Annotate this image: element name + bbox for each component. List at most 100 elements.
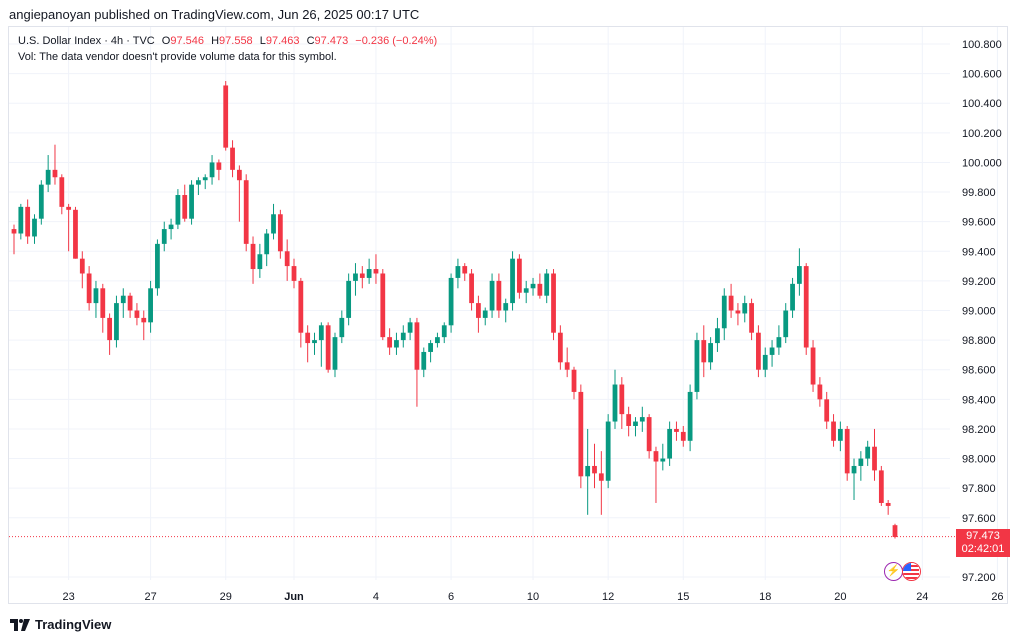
candle-body: [844, 428, 850, 474]
candle: [38, 180, 44, 225]
candle-body: [168, 224, 174, 230]
candle: [230, 140, 235, 178]
candle: [52, 144, 58, 185]
candle-body: [728, 295, 734, 311]
candle: [578, 384, 584, 489]
candle-body: [86, 273, 92, 304]
candle: [469, 269, 474, 311]
price-tick-label: 100.600: [962, 69, 1002, 81]
candle: [441, 322, 447, 344]
candle: [892, 523, 898, 539]
brand-name: TradingView: [35, 617, 112, 632]
candle: [114, 295, 119, 348]
candle: [257, 243, 263, 278]
candle-body: [721, 295, 727, 329]
time-tick-label: 26: [991, 591, 1003, 603]
candle: [769, 340, 775, 367]
candle-body: [585, 465, 591, 477]
candle-body: [298, 280, 304, 333]
candle: [380, 269, 386, 341]
legend-change: −0.236 (−0.24%): [355, 35, 438, 47]
price-tick-label: 98.000: [962, 454, 996, 466]
candle-body: [38, 184, 44, 219]
candle-body: [633, 421, 638, 426]
candle: [32, 214, 37, 244]
price-tick-label: 100.200: [962, 128, 1002, 140]
candle: [749, 298, 754, 341]
candle: [462, 263, 468, 281]
candle: [414, 317, 420, 407]
candle-body: [660, 458, 666, 462]
candle: [141, 310, 147, 341]
price-tick-label: 99.800: [962, 187, 996, 199]
candle: [796, 248, 802, 296]
candle-body: [114, 303, 119, 341]
candle-body: [523, 288, 529, 293]
candle-body: [387, 337, 393, 348]
candle-body: [824, 399, 830, 422]
candle: [107, 313, 113, 355]
candle-body: [45, 169, 51, 185]
candle-body: [373, 269, 379, 274]
candle-body: [482, 310, 488, 318]
time-tick-label: Jun: [284, 591, 304, 603]
candle-body: [837, 428, 843, 441]
candle-body: [148, 288, 153, 323]
candle-body: [544, 273, 550, 296]
candle: [79, 251, 85, 289]
candle: [557, 325, 563, 370]
candle-body: [619, 384, 625, 415]
candle-body: [380, 273, 386, 338]
candle-body: [530, 283, 536, 289]
candle-body: [59, 177, 65, 207]
candle-body: [646, 417, 652, 452]
candle: [318, 322, 324, 367]
tradingview-logo[interactable]: TradingView: [10, 617, 111, 632]
candle-body: [257, 254, 263, 270]
candle: [353, 263, 358, 296]
candle-body: [435, 337, 440, 344]
candle: [633, 417, 638, 437]
candle-body: [223, 85, 229, 148]
candle: [127, 292, 133, 318]
candle-body: [243, 180, 249, 244]
candle: [196, 177, 201, 196]
candle-body: [18, 206, 24, 234]
publisher-line: angiepanoyan published on TradingView.co…: [9, 7, 420, 22]
candle: [45, 155, 51, 193]
candle-body: [476, 303, 481, 318]
candle: [694, 332, 700, 400]
chart-legend: U.S. Dollar Index · 4h · TVC O97.546 H97…: [18, 33, 437, 65]
candle: [735, 303, 741, 326]
candle-body: [578, 391, 584, 477]
candle-body: [216, 162, 222, 170]
candle-body: [749, 303, 754, 333]
candle-body: [332, 337, 338, 370]
lightning-icon[interactable]: ⚡: [884, 562, 903, 581]
candle: [762, 347, 768, 378]
time-tick-label: 23: [63, 591, 75, 603]
candle-body: [209, 162, 215, 178]
candle: [428, 340, 433, 363]
us-flag-icon[interactable]: [902, 562, 921, 581]
candle-body: [469, 273, 474, 304]
time-tick-label: 18: [759, 591, 771, 603]
price-tick-label: 99.400: [962, 246, 996, 258]
price-tick-label: 98.400: [962, 394, 996, 406]
candle: [489, 273, 495, 318]
price-tick-label: 99.200: [962, 276, 996, 288]
candle: [455, 258, 461, 289]
candle-body: [851, 465, 857, 474]
candle: [510, 251, 515, 311]
candle: [571, 366, 577, 400]
candle-body: [892, 525, 898, 538]
candle-body: [127, 295, 133, 311]
candles: [9, 81, 955, 539]
candle-body: [32, 218, 37, 237]
time-tick-label: 6: [448, 591, 454, 603]
candle-body: [175, 195, 181, 225]
candle: [236, 165, 242, 222]
candle-body: [878, 470, 884, 503]
candle-body: [803, 266, 809, 348]
